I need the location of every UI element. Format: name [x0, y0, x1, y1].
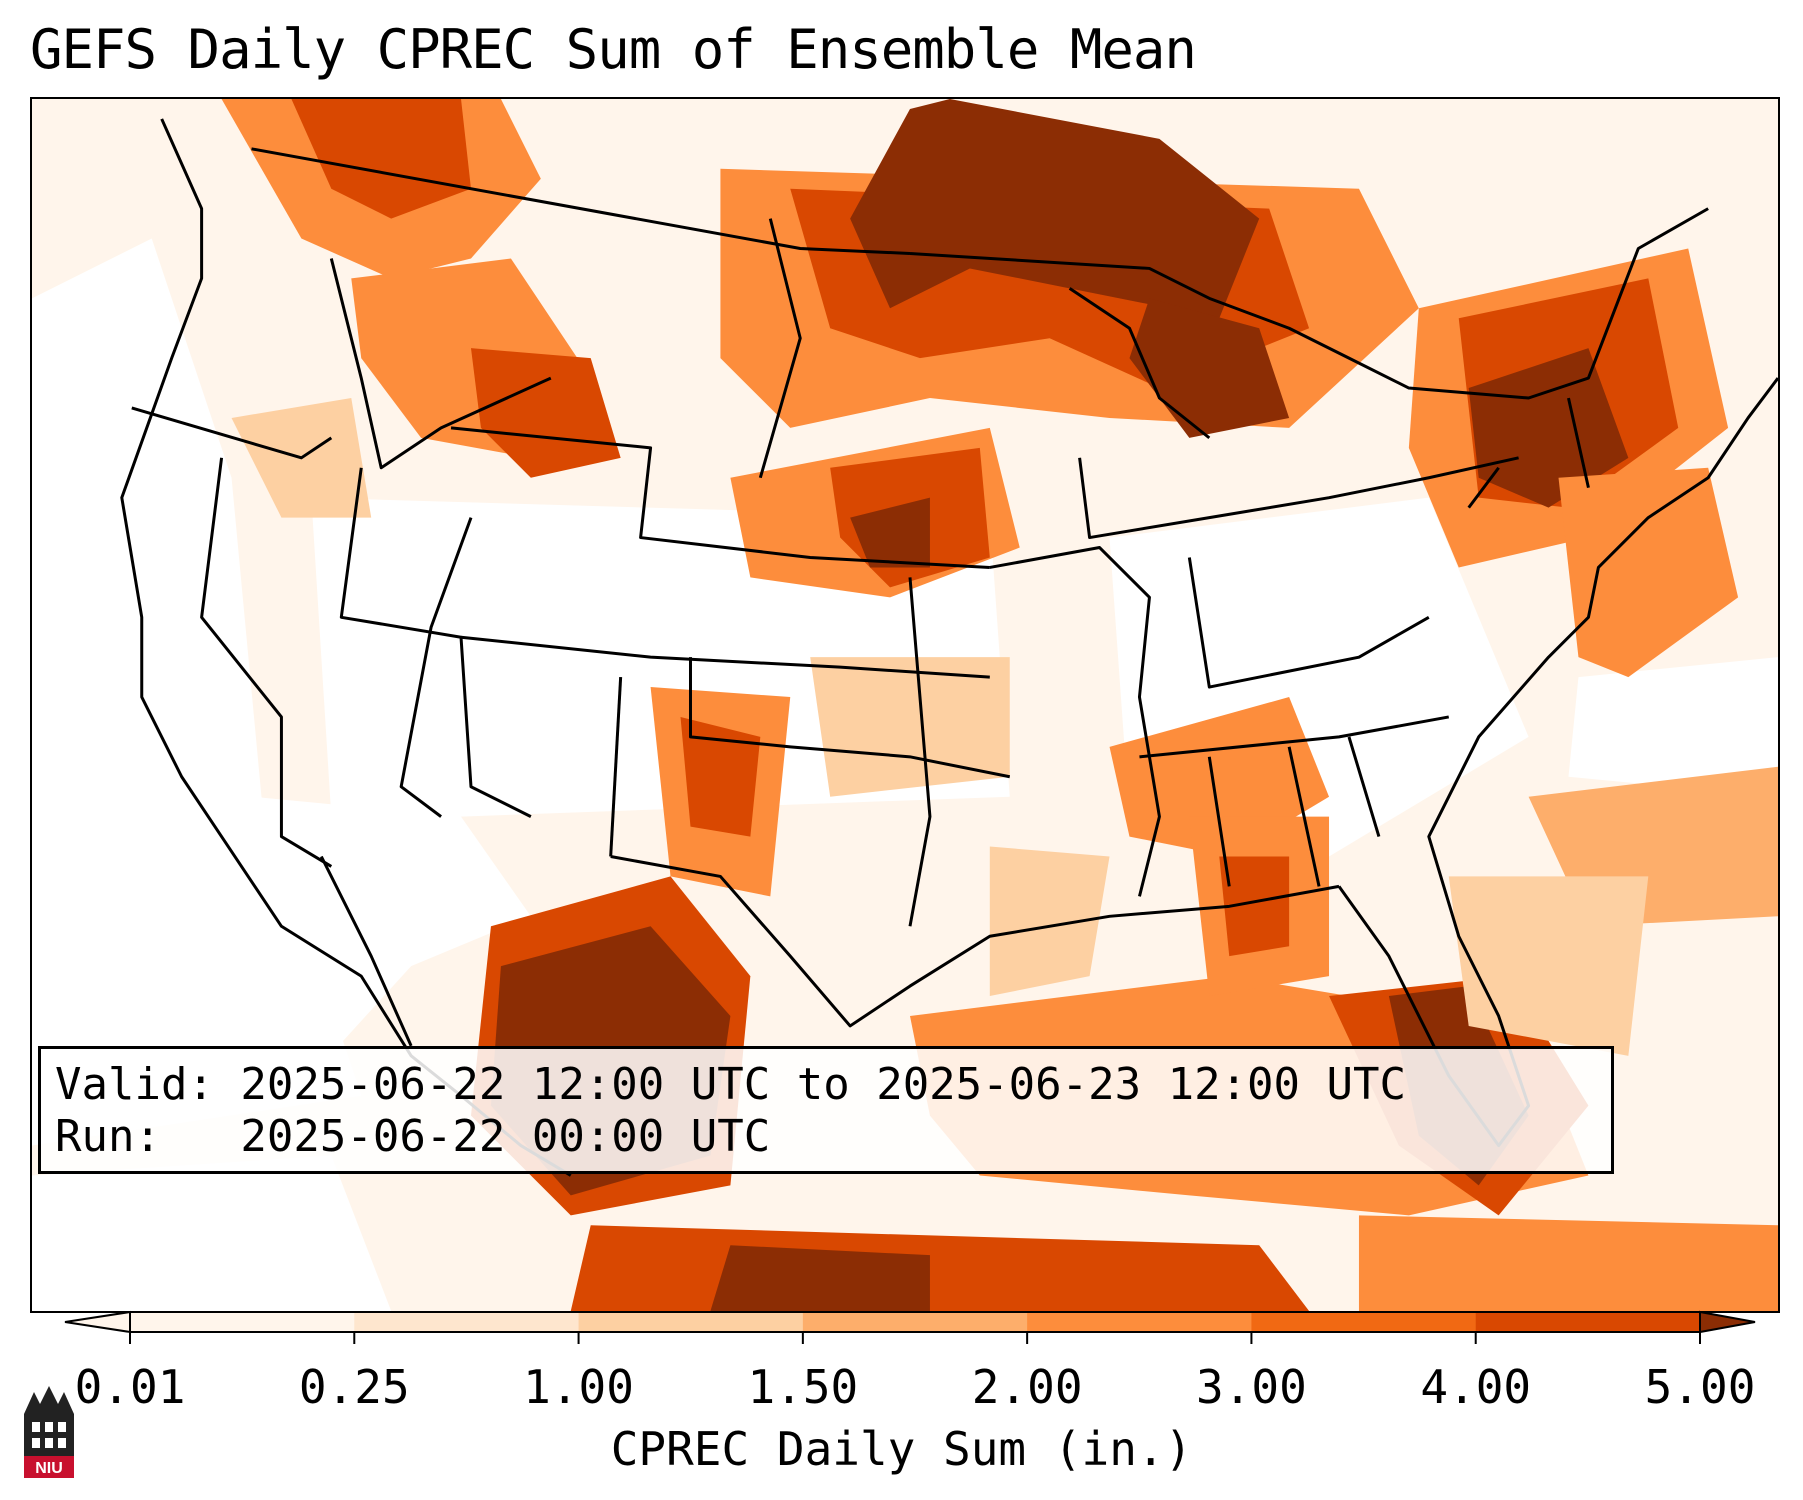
- great-lakes-south: [1078, 456, 1519, 540]
- colorbar-tick-label: 0.01: [74, 1360, 186, 1414]
- svg-text:NIU: NIU: [35, 1460, 63, 1477]
- colorbar-tick-label: 3.00: [1196, 1360, 1307, 1414]
- colorbar-extend-max: [1699, 1310, 1756, 1334]
- wy-co-border: [450, 426, 990, 569]
- southeast-borders: [1207, 736, 1381, 887]
- baja-peninsula: [319, 855, 413, 1047]
- tn-nc-border: [1139, 715, 1450, 759]
- colorbar-frame: [129, 1311, 1701, 1333]
- colorbar-extend-min: [64, 1310, 131, 1334]
- northeast-borders: [1467, 397, 1590, 509]
- geographic-outlines: [120, 118, 1778, 1177]
- ok-tx-border: [688, 657, 1011, 779]
- colorbar-bin: [802, 1312, 1028, 1332]
- mo-ar-border: [908, 577, 932, 927]
- canada-border-east: [909, 207, 1709, 400]
- run-line: Run: 2025-06-22 00:00 UTC: [55, 1111, 771, 1162]
- colorbar-bin: [1251, 1312, 1477, 1332]
- colorbar-bin: [578, 1312, 804, 1332]
- niu-logo-icon: NIU: [24, 1386, 74, 1478]
- colorbar-tick-label: 1.50: [747, 1360, 859, 1414]
- oregon-border: [131, 406, 333, 460]
- ohio-valley: [1187, 557, 1430, 689]
- nevada-border: [200, 457, 333, 868]
- colorbar-bin: [354, 1312, 580, 1332]
- colorbar-tick-label: 2.00: [971, 1360, 1083, 1414]
- valid-line: Valid: 2025-06-22 12:00 UTC to 2025-06-2…: [55, 1059, 1407, 1110]
- mississippi-river: [989, 546, 1161, 897]
- nm-ok-border: [460, 635, 990, 679]
- colorbar-tick-label: 0.25: [298, 1360, 410, 1414]
- michigan-shore: [1068, 287, 1211, 440]
- colorbar-tick-label: 4.00: [1420, 1360, 1532, 1414]
- colorbar-bin: [1027, 1312, 1252, 1332]
- colorbar-title: CPREC Daily Sum (in.): [610, 1422, 1193, 1476]
- map-title: GEFS Daily CPREC Sum of Ensemble Mean: [30, 18, 1197, 81]
- colorbar-tick-label: 5.00: [1644, 1360, 1756, 1414]
- idaho-border: [329, 258, 552, 470]
- validity-info-box: Valid: 2025-06-22 12:00 UTC to 2025-06-2…: [38, 1046, 1614, 1174]
- colorbar-tick-label: 1.00: [523, 1360, 634, 1414]
- nm-tx-border: [609, 677, 623, 857]
- gulf-coast: [610, 855, 1340, 1028]
- az-border: [399, 517, 473, 818]
- canada-border-west: [251, 147, 911, 255]
- colorbar-bin: [1475, 1312, 1701, 1332]
- dakota-border: [758, 218, 802, 479]
- colorbar-bin: [130, 1312, 355, 1332]
- colorbar: [64, 1310, 1756, 1344]
